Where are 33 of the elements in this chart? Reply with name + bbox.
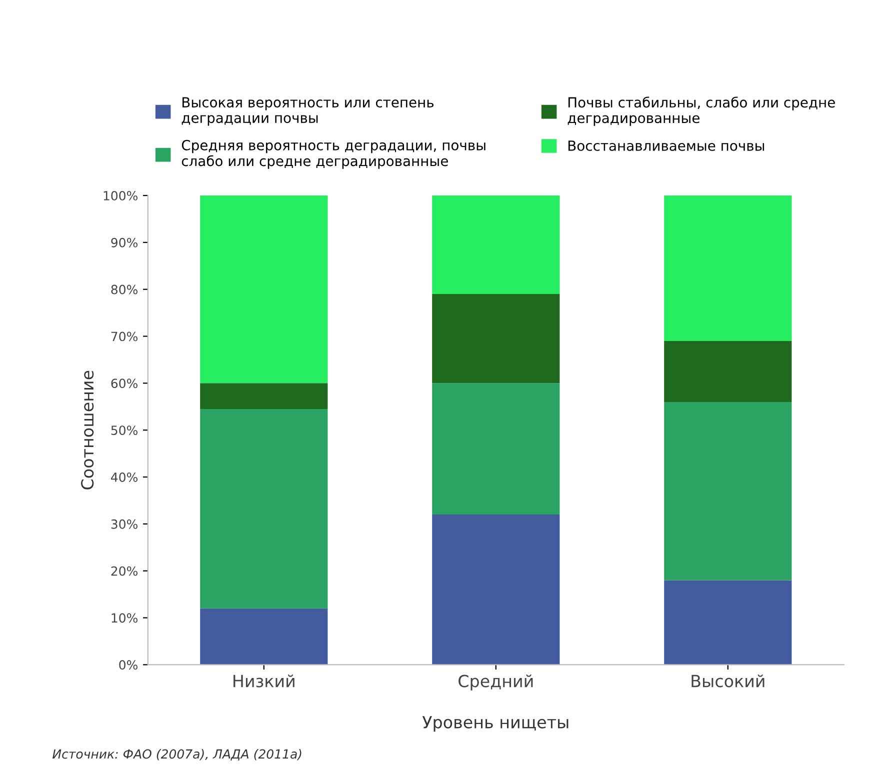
bar: [664, 402, 792, 580]
bar: [664, 196, 792, 341]
y-tick-label: 70%: [111, 332, 138, 342]
y-tick-label: 30%: [111, 519, 138, 529]
y-axis-title: Соотношение: [81, 370, 94, 490]
x-tick-label: Средний: [458, 674, 533, 691]
y-tick-label: 0%: [119, 660, 138, 670]
bar: [200, 383, 328, 409]
bar: [200, 608, 328, 665]
bar: [664, 340, 792, 402]
y-tick-label: 100%: [104, 190, 138, 200]
y-tick-label: 40%: [111, 472, 138, 482]
bar: [432, 196, 560, 294]
legend-label: Почвы стабильны, слабо или средне деградированные: [568, 96, 835, 126]
bar: [432, 294, 560, 384]
legend-label: Средняя вероятность деградации, почвы слабо или средне деградированные: [182, 140, 486, 169]
x-tick-label: Высокий: [692, 674, 764, 688]
bar: [432, 514, 560, 665]
y-tick-label: 50%: [111, 426, 138, 436]
x-axis-title: Уровень нищеты: [422, 716, 568, 732]
y-tick-label: 60%: [111, 378, 138, 388]
y-tick-label: 20%: [111, 566, 138, 576]
legend-label: Восстанавливаемые почвы: [568, 140, 764, 151]
bar: [200, 196, 328, 384]
y-tick-label: 10%: [112, 613, 138, 623]
bar: [432, 383, 560, 515]
legend-label: Высокая вероятность или степень деградации почвы: [182, 97, 434, 126]
text: Источник: ФАО (2007a), ЛАДА (2011a): [52, 749, 302, 760]
x-tick-label: Низкий: [234, 674, 294, 688]
bar: [664, 580, 792, 665]
y-tick-label: 80%: [111, 284, 138, 294]
bar: [200, 408, 328, 608]
y-tick-label: 90%: [111, 238, 138, 248]
